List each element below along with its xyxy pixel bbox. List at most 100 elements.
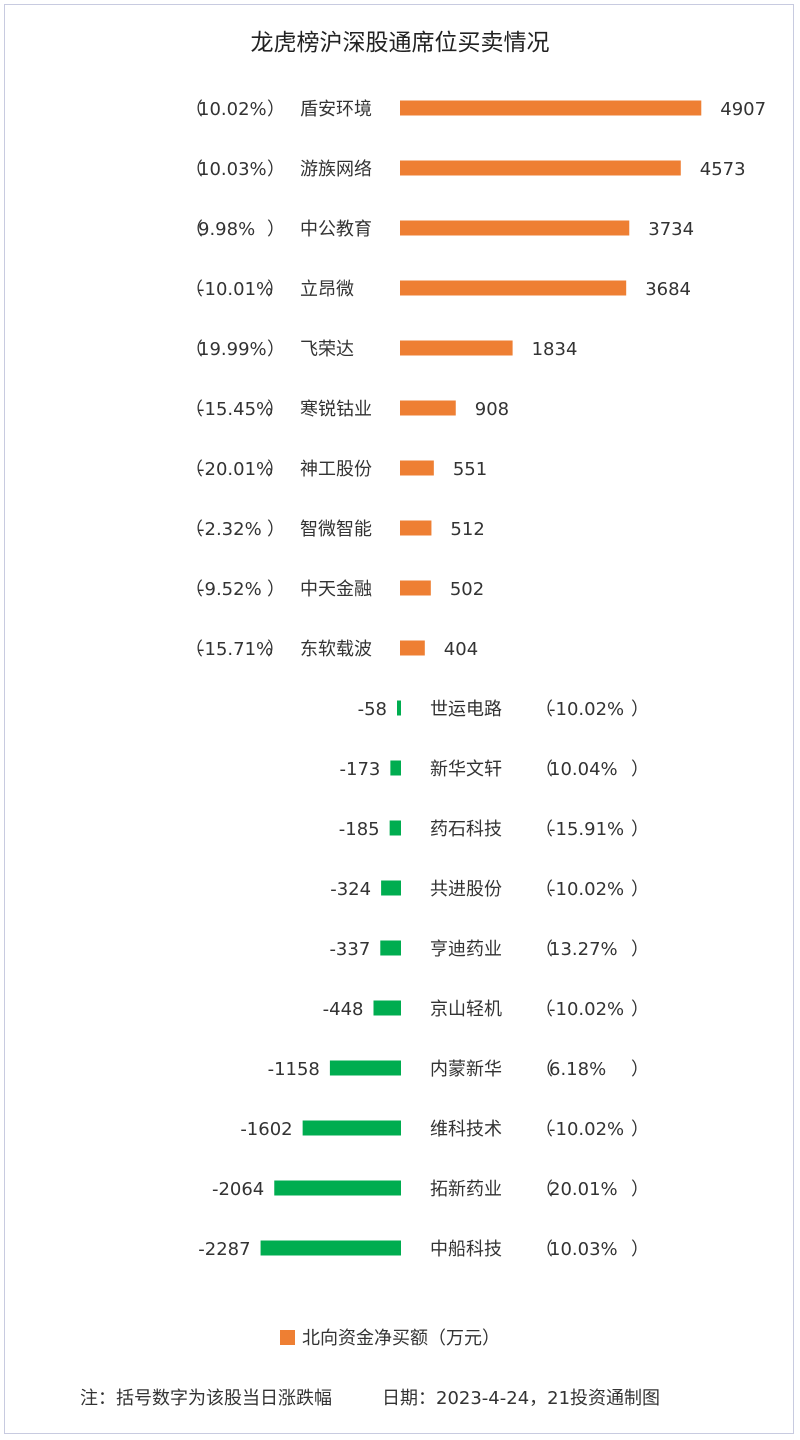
bar-row: 908 （-15.45%） 寒锐钴业: [185, 399, 509, 420]
change-open-paren: （: [185, 339, 203, 360]
bar-row: 4573 （10.03%） 游族网络: [185, 159, 746, 180]
footer-date: 日期：2023-4-24，21投资通制图: [382, 1388, 660, 1409]
stock-name: 立昂微: [300, 279, 354, 300]
legend: 北向资金净买额（万元）: [280, 1328, 500, 1349]
legend-swatch: [280, 1330, 295, 1345]
bar-value-label: 3684: [645, 279, 691, 300]
change-close-paren: ）: [631, 759, 649, 780]
bar-positive: [400, 460, 434, 476]
stock-name: 神工股份: [300, 459, 372, 480]
change-percent: -10.02%: [549, 1119, 624, 1140]
bar-row: -2287 中船科技 （10.03% ）: [198, 1239, 649, 1260]
change-close-paren: ）: [267, 279, 285, 300]
bar-value-label: 512: [450, 519, 484, 540]
chart-frame: [4, 4, 794, 1434]
bar-row: -1602 维科技术 （-10.02% ）: [240, 1119, 649, 1140]
bar-value-label: 502: [450, 579, 484, 600]
bar-positive: [400, 340, 513, 356]
stock-name: 拓新药业: [430, 1179, 502, 1200]
change-percent: 10.02%: [198, 99, 267, 120]
change-percent: -10.02%: [549, 879, 624, 900]
bar-value-label: -324: [330, 879, 371, 900]
bar-value-label: 4907: [720, 99, 766, 120]
change-close-paren: ）: [267, 459, 285, 480]
legend-label: 北向资金净买额（万元）: [302, 1328, 500, 1349]
change-open-paren: （: [535, 1179, 553, 1200]
change-close-paren: ）: [631, 1239, 649, 1260]
bar-value-label: 3734: [648, 219, 694, 240]
stock-name: 飞荣达: [300, 339, 354, 360]
bar-row: 404 （-15.71%） 东软载波: [185, 639, 478, 660]
change-open-paren: （: [185, 159, 203, 180]
change-open-paren: （: [535, 999, 553, 1020]
bar-row: -1158 内蒙新华 （6.18% ）: [268, 1059, 649, 1080]
change-close-paren: ）: [267, 519, 285, 540]
bar-negative: [260, 1240, 401, 1256]
change-close-paren: ）: [631, 1059, 649, 1080]
bar-positive: [400, 520, 432, 536]
change-close-paren: ）: [631, 999, 649, 1020]
change-percent: -2.32%: [198, 519, 262, 540]
change-percent: -10.02%: [549, 699, 624, 720]
change-close-paren: ）: [631, 879, 649, 900]
change-open-paren: （: [185, 579, 203, 600]
bar-negative: [302, 1120, 401, 1136]
change-open-paren: （: [185, 219, 203, 240]
change-percent: -15.91%: [549, 819, 624, 840]
change-percent: -10.02%: [549, 999, 624, 1020]
bar-value-label: -2064: [212, 1179, 264, 1200]
stock-name: 维科技术: [430, 1119, 502, 1140]
bar-negative: [397, 700, 401, 716]
change-close-paren: ）: [267, 339, 285, 360]
change-open-paren: （: [535, 699, 553, 720]
bar-value-label: -1602: [240, 1119, 292, 1140]
bar-row: -448 京山轻机 （-10.02% ）: [323, 999, 649, 1020]
stock-name: 游族网络: [300, 159, 372, 180]
change-open-paren: （: [185, 639, 203, 660]
bar-negative: [381, 880, 401, 896]
bar-row: 1834 （19.99%） 飞荣达: [185, 339, 577, 360]
bar-row: 502 （-9.52%） 中天金融: [185, 579, 484, 600]
bar-value-label: -185: [339, 819, 380, 840]
change-open-paren: （: [185, 99, 203, 120]
change-percent: 19.99%: [198, 339, 267, 360]
bar-row: -58 世运电路 （-10.02% ）: [358, 699, 649, 720]
bar-row: 512 （-2.32%） 智微智能: [185, 519, 485, 540]
change-percent: -15.71%: [198, 639, 273, 660]
stock-name: 世运电路: [430, 699, 502, 720]
change-open-paren: （: [535, 939, 553, 960]
change-close-paren: ）: [267, 399, 285, 420]
stock-name: 东软载波: [300, 639, 372, 660]
change-close-paren: ）: [631, 819, 649, 840]
bar-value-label: -2287: [198, 1239, 250, 1260]
change-close-paren: ）: [267, 159, 285, 180]
chart-title: 龙虎榜沪深股通席位买卖情况: [251, 30, 550, 56]
change-open-paren: （: [185, 459, 203, 480]
bar-rows: 4907（10.02%）盾安环境4573（10.03%）游族网络3734（9.9…: [185, 99, 766, 1260]
bar-value-label: -173: [340, 759, 381, 780]
change-percent: 10.03%: [549, 1239, 618, 1260]
bar-row: 4907 （10.02%） 盾安环境: [185, 99, 766, 120]
stock-name: 共进股份: [430, 879, 502, 900]
change-close-paren: ）: [267, 219, 285, 240]
bar-row: -173 新华文轩 （10.04% ）: [340, 759, 649, 780]
bar-negative: [380, 940, 401, 956]
stock-name: 亨迪药业: [430, 939, 502, 960]
change-percent: 9.98%: [198, 219, 255, 240]
bar-value-label: -1158: [268, 1059, 320, 1080]
change-open-paren: （: [185, 519, 203, 540]
change-close-paren: ）: [631, 939, 649, 960]
bar-negative: [274, 1180, 401, 1196]
change-percent: -20.01%: [198, 459, 273, 480]
bar-value-label: -58: [358, 699, 387, 720]
change-percent: -15.45%: [198, 399, 273, 420]
bar-positive: [400, 160, 681, 176]
stock-name: 智微智能: [300, 519, 372, 540]
bar-positive: [400, 400, 456, 416]
footer-note: 注：括号数字为该股当日涨跌幅: [80, 1388, 332, 1409]
change-close-paren: ）: [631, 699, 649, 720]
bar-value-label: -337: [329, 939, 370, 960]
change-open-paren: （: [535, 1119, 553, 1140]
bar-negative: [390, 760, 401, 776]
